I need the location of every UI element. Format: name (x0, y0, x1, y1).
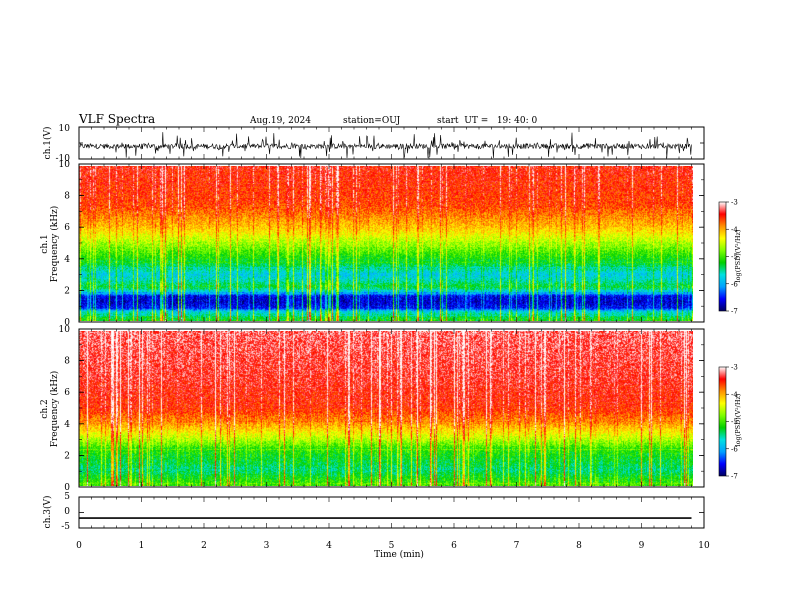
ch1-frequency-axis-label: Frequency (kHz) (49, 206, 60, 283)
ch1-freq-tick-label: 8 (64, 192, 70, 202)
ch2-freq-tick-label: 10 (59, 325, 71, 335)
time-tick-label: 7 (514, 541, 520, 551)
ch3-voltage-axis-label: ch.3(V) (42, 496, 53, 529)
ch1-ytick-top: 10 (59, 124, 71, 134)
colorbar2 (719, 367, 726, 476)
ch2-frequency-axis-label: Frequency (kHz) (49, 371, 60, 448)
time-tick-label: 10 (698, 541, 710, 551)
ch2-freq-tick-label: 6 (64, 388, 70, 398)
ch1-freq-tick-label: 10 (59, 160, 71, 170)
time-tick-label: 4 (326, 541, 332, 551)
colorbar1 (719, 202, 726, 311)
ch2-freq-tick-label: 4 (64, 420, 70, 430)
time-tick-label: 3 (264, 541, 270, 551)
time-tick-label: 8 (576, 541, 582, 551)
ch1-freq-tick-label: 6 (64, 223, 70, 233)
ch1-spectrogram-image (79, 166, 693, 321)
colorbar2-label: log(PSD)(V²/Hz) (734, 393, 742, 446)
ch2-spectrogram-image (79, 331, 693, 486)
station-label: station=OUJ (343, 116, 401, 126)
ch1-channel-label: ch.1 (40, 234, 50, 253)
time-tick-label: 2 (201, 541, 207, 551)
chart-title: VLF Spectra (78, 112, 155, 126)
ch2-spectrogram-panel (79, 331, 693, 486)
colorbar2-tick-label: -3 (731, 364, 738, 372)
colorbar2-tick-label: -7 (731, 473, 738, 481)
ch1-waveform-line (80, 132, 691, 158)
start-time-label: start UT = 19: 40: 0 (437, 116, 538, 126)
ch2-freq-tick-label: 2 (64, 451, 70, 461)
time-tick-label: 9 (639, 541, 645, 551)
ch3-ytick-bottom: -5 (61, 522, 70, 532)
time-tick-label: 0 (76, 541, 82, 551)
ch2-freq-tick-label: 8 (64, 357, 70, 367)
date-label: Aug.19, 2024 (249, 116, 311, 126)
ch1-freq-tick-label: 4 (64, 255, 70, 265)
ch3-ytick-mid: 0 (64, 507, 70, 517)
time-axis-label: Time (min) (374, 549, 424, 560)
ch1-spectrogram-panel (79, 166, 693, 321)
ch2-channel-label: ch.2 (40, 399, 50, 418)
colorbar1-tick-label: -3 (731, 199, 738, 207)
colorbar1-label: log(PSD)(V²/Hz) (734, 229, 742, 282)
ch1-freq-tick-label: 2 (64, 286, 70, 296)
time-tick-label: 6 (451, 541, 457, 551)
ch3-ytick-top: 5 (64, 492, 70, 502)
ch1-voltage-axis-label: ch.1(V) (42, 127, 53, 160)
time-tick-label: 1 (139, 541, 145, 551)
colorbar1-tick-label: -7 (731, 308, 738, 316)
